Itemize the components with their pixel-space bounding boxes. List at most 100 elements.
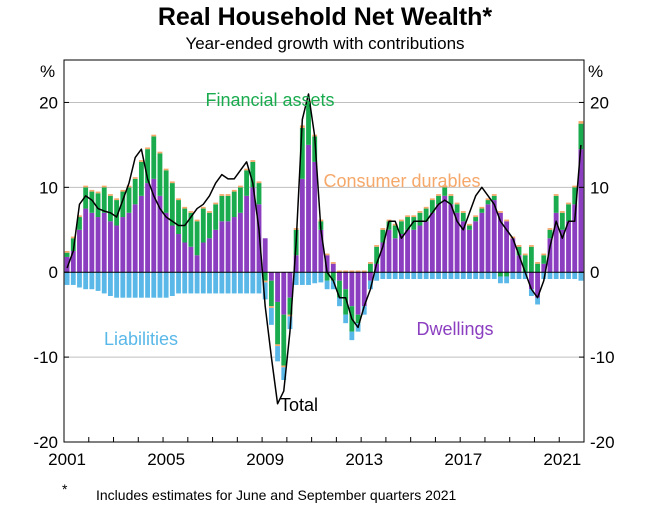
bar-dwellings [343,272,349,290]
bar-financial-assets [467,225,472,230]
bar-dwellings [324,255,330,273]
bar-financial-assets [355,314,361,324]
bar-dwellings [448,204,454,273]
annotation-dwellings: Dwellings [416,319,493,339]
bar-consumer-durables [200,206,206,209]
bar-liabilities [436,272,441,280]
bar-dwellings [436,204,441,273]
x-tick-label: 2005 [147,450,185,469]
bar-financial-assets [244,170,250,196]
y-tick-label-right: -20 [590,433,615,452]
bar-dwellings [485,204,491,273]
bar-consumer-durables [101,185,107,188]
annotation-financial-assets: Financial assets [205,90,334,110]
bar-consumer-durables [194,219,200,222]
bar-consumer-durables [398,219,404,222]
bar-liabilities [337,297,342,307]
bar-liabilities [460,272,466,280]
bar-dwellings [473,221,479,273]
y-unit-right: % [588,62,603,81]
bar-financial-assets [120,191,126,218]
bar-liabilities [70,272,76,285]
annotation-consumer-durables: Consumer durables [323,171,480,191]
bar-consumer-durables [491,194,497,196]
bar-financial-assets [231,191,237,218]
bar-dwellings [182,242,188,273]
bar-dwellings [312,161,318,273]
bar-financial-assets [83,187,89,209]
bar-liabilities [454,272,460,280]
bar-liabilities [330,280,336,290]
bar-financial-assets [504,272,510,277]
bar-financial-assets [108,195,113,222]
bar-dwellings [368,272,373,281]
bar-liabilities [380,272,386,280]
bar-financial-assets [89,191,95,213]
bar-dwellings [299,178,305,273]
bar-consumer-durables [429,198,435,201]
bar-financial-assets [176,200,181,235]
bar-financial-assets [541,255,547,264]
bar-liabilities [535,297,540,305]
bar-financial-assets [219,195,225,222]
bar-liabilities [169,272,175,296]
bar-consumer-durables [244,168,250,171]
bar-consumer-durables [541,253,547,256]
bar-dwellings [275,272,280,302]
bar-financial-assets [145,149,150,184]
bar-dwellings [188,246,194,273]
bar-consumer-durables [405,215,410,218]
bar-consumer-durables [374,245,380,247]
bar-consumer-durables [479,206,485,209]
bar-consumer-durables [380,228,386,230]
bar-dwellings [330,263,336,273]
bar-financial-assets [337,280,342,298]
bar-financial-assets [275,301,280,345]
bar-consumer-durables [163,168,169,171]
bar-financial-assets [194,221,200,256]
bar-financial-assets [95,193,101,218]
bar-dwellings [318,229,324,273]
bar-dwellings [231,217,237,273]
bar-financial-assets [250,161,256,188]
bar-liabilities [194,272,200,294]
bar-liabilities [566,272,571,280]
bar-financial-assets [163,170,169,213]
bar-consumer-durables [250,160,256,162]
bar-dwellings [541,263,547,273]
bar-financial-assets [553,195,559,213]
bar-financial-assets [312,136,318,162]
bar-liabilities [312,272,318,284]
bar-dwellings [200,242,206,273]
bar-liabilities [262,282,268,300]
bar-liabilities [392,272,398,280]
bar-dwellings [553,212,559,273]
bar-financial-assets [64,252,70,257]
bar-consumer-durables [231,189,237,192]
bar-dwellings [219,221,225,273]
bar-consumer-durables [219,194,225,196]
y-tick-label-left: 20 [39,93,58,112]
bar-consumer-durables [145,147,150,150]
bar-consumer-durables [114,198,120,201]
bar-consumer-durables [485,198,491,201]
bar-liabilities [293,272,299,285]
chart-title: Real Household Net Wealth* [157,3,493,31]
bar-liabilities [368,280,373,290]
bar-dwellings [194,255,200,273]
bar-financial-assets [454,204,460,213]
bar-dwellings [244,195,250,273]
bar-consumer-durables [467,223,472,226]
footnote: Includes estimates for June and Septembe… [96,487,457,503]
bar-dwellings [151,178,157,273]
bar-liabilities [361,306,367,315]
bar-liabilities [126,272,132,298]
bar-liabilities [516,272,522,280]
bar-dwellings [281,272,287,315]
bar-consumer-durables [83,185,89,188]
bar-liabilities [306,272,311,285]
bar-financial-assets [299,127,305,179]
bar-liabilities [547,272,553,280]
bar-dwellings [157,195,163,273]
